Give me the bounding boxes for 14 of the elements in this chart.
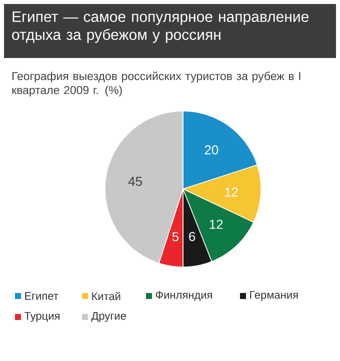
data-label: 20	[204, 145, 218, 154]
legend-label: Китай	[92, 292, 120, 300]
chart-title: Египет — самое популярное направление отдыха за рубежом у россиян	[12, 12, 308, 43]
data-label: 12	[210, 220, 223, 229]
legend-label: Египет	[25, 292, 58, 300]
data-label: 6	[189, 232, 196, 242]
legend-label: Другие	[91, 312, 126, 322]
chart-subtitle: География выездов российских туристов за рубеж в I квартале 2009 г. (%)	[12, 72, 300, 96]
data-label: 12	[225, 188, 238, 197]
data-label: 45	[128, 176, 142, 186]
legend-label: Германия	[250, 291, 298, 301]
legend-label: Финляндия	[156, 291, 212, 301]
data-label: 5	[172, 232, 179, 242]
legend-label: Турция	[24, 312, 60, 322]
